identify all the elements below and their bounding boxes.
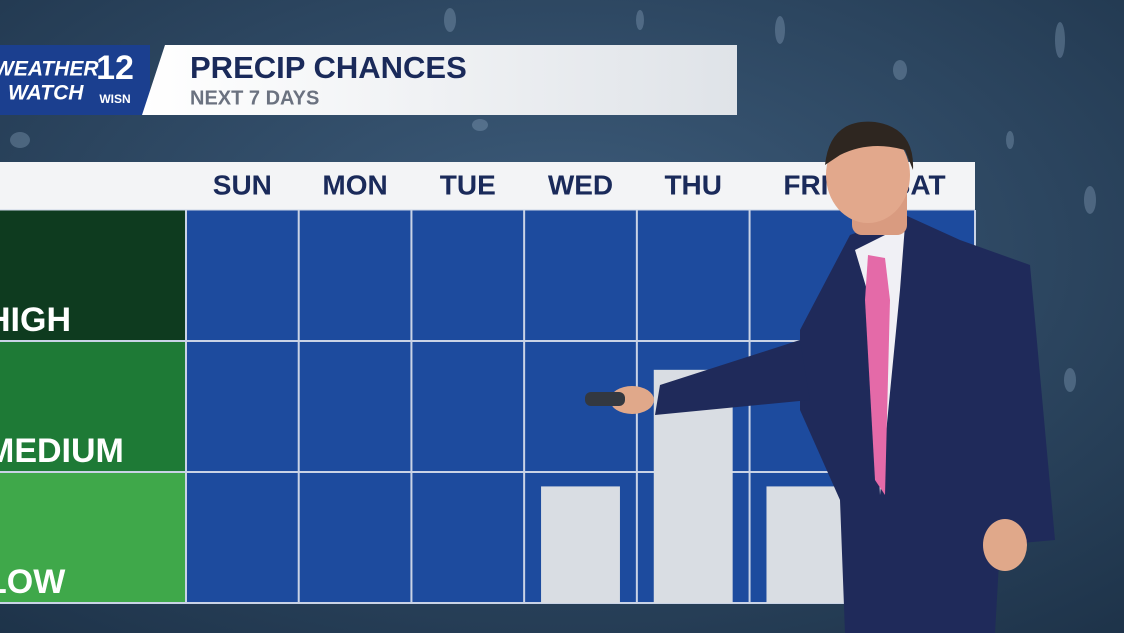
x-tick-label: SUN <box>213 169 272 200</box>
level-band <box>0 472 186 603</box>
logo-channel: 12 <box>96 49 134 87</box>
level-band <box>0 210 186 341</box>
chart-title: PRECIP CHANCES <box>190 50 467 85</box>
x-tick-label: WED <box>548 169 613 200</box>
y-tick-label: HIGH <box>0 301 71 339</box>
chart-subtitle: NEXT 7 DAYS <box>190 87 319 109</box>
logo-box <box>0 45 150 115</box>
x-tick-label: MON <box>322 169 387 200</box>
x-tick-label: THU <box>664 169 722 200</box>
logo-line2: WATCH <box>8 82 84 105</box>
logo-line1: WEATHER <box>0 58 99 81</box>
presenter <box>585 121 1055 633</box>
x-tick-label: FRI <box>783 169 828 200</box>
title-box <box>142 45 737 115</box>
day-header <box>0 162 975 210</box>
rain-drops <box>10 8 1096 392</box>
x-tick-label: TUE <box>440 169 496 200</box>
bar <box>541 486 620 603</box>
logo-station: WISN <box>99 92 130 106</box>
level-band <box>0 341 186 472</box>
y-tick-label: LOW <box>0 563 66 601</box>
bar <box>766 486 846 603</box>
y-tick-label: MEDIUM <box>0 432 124 470</box>
